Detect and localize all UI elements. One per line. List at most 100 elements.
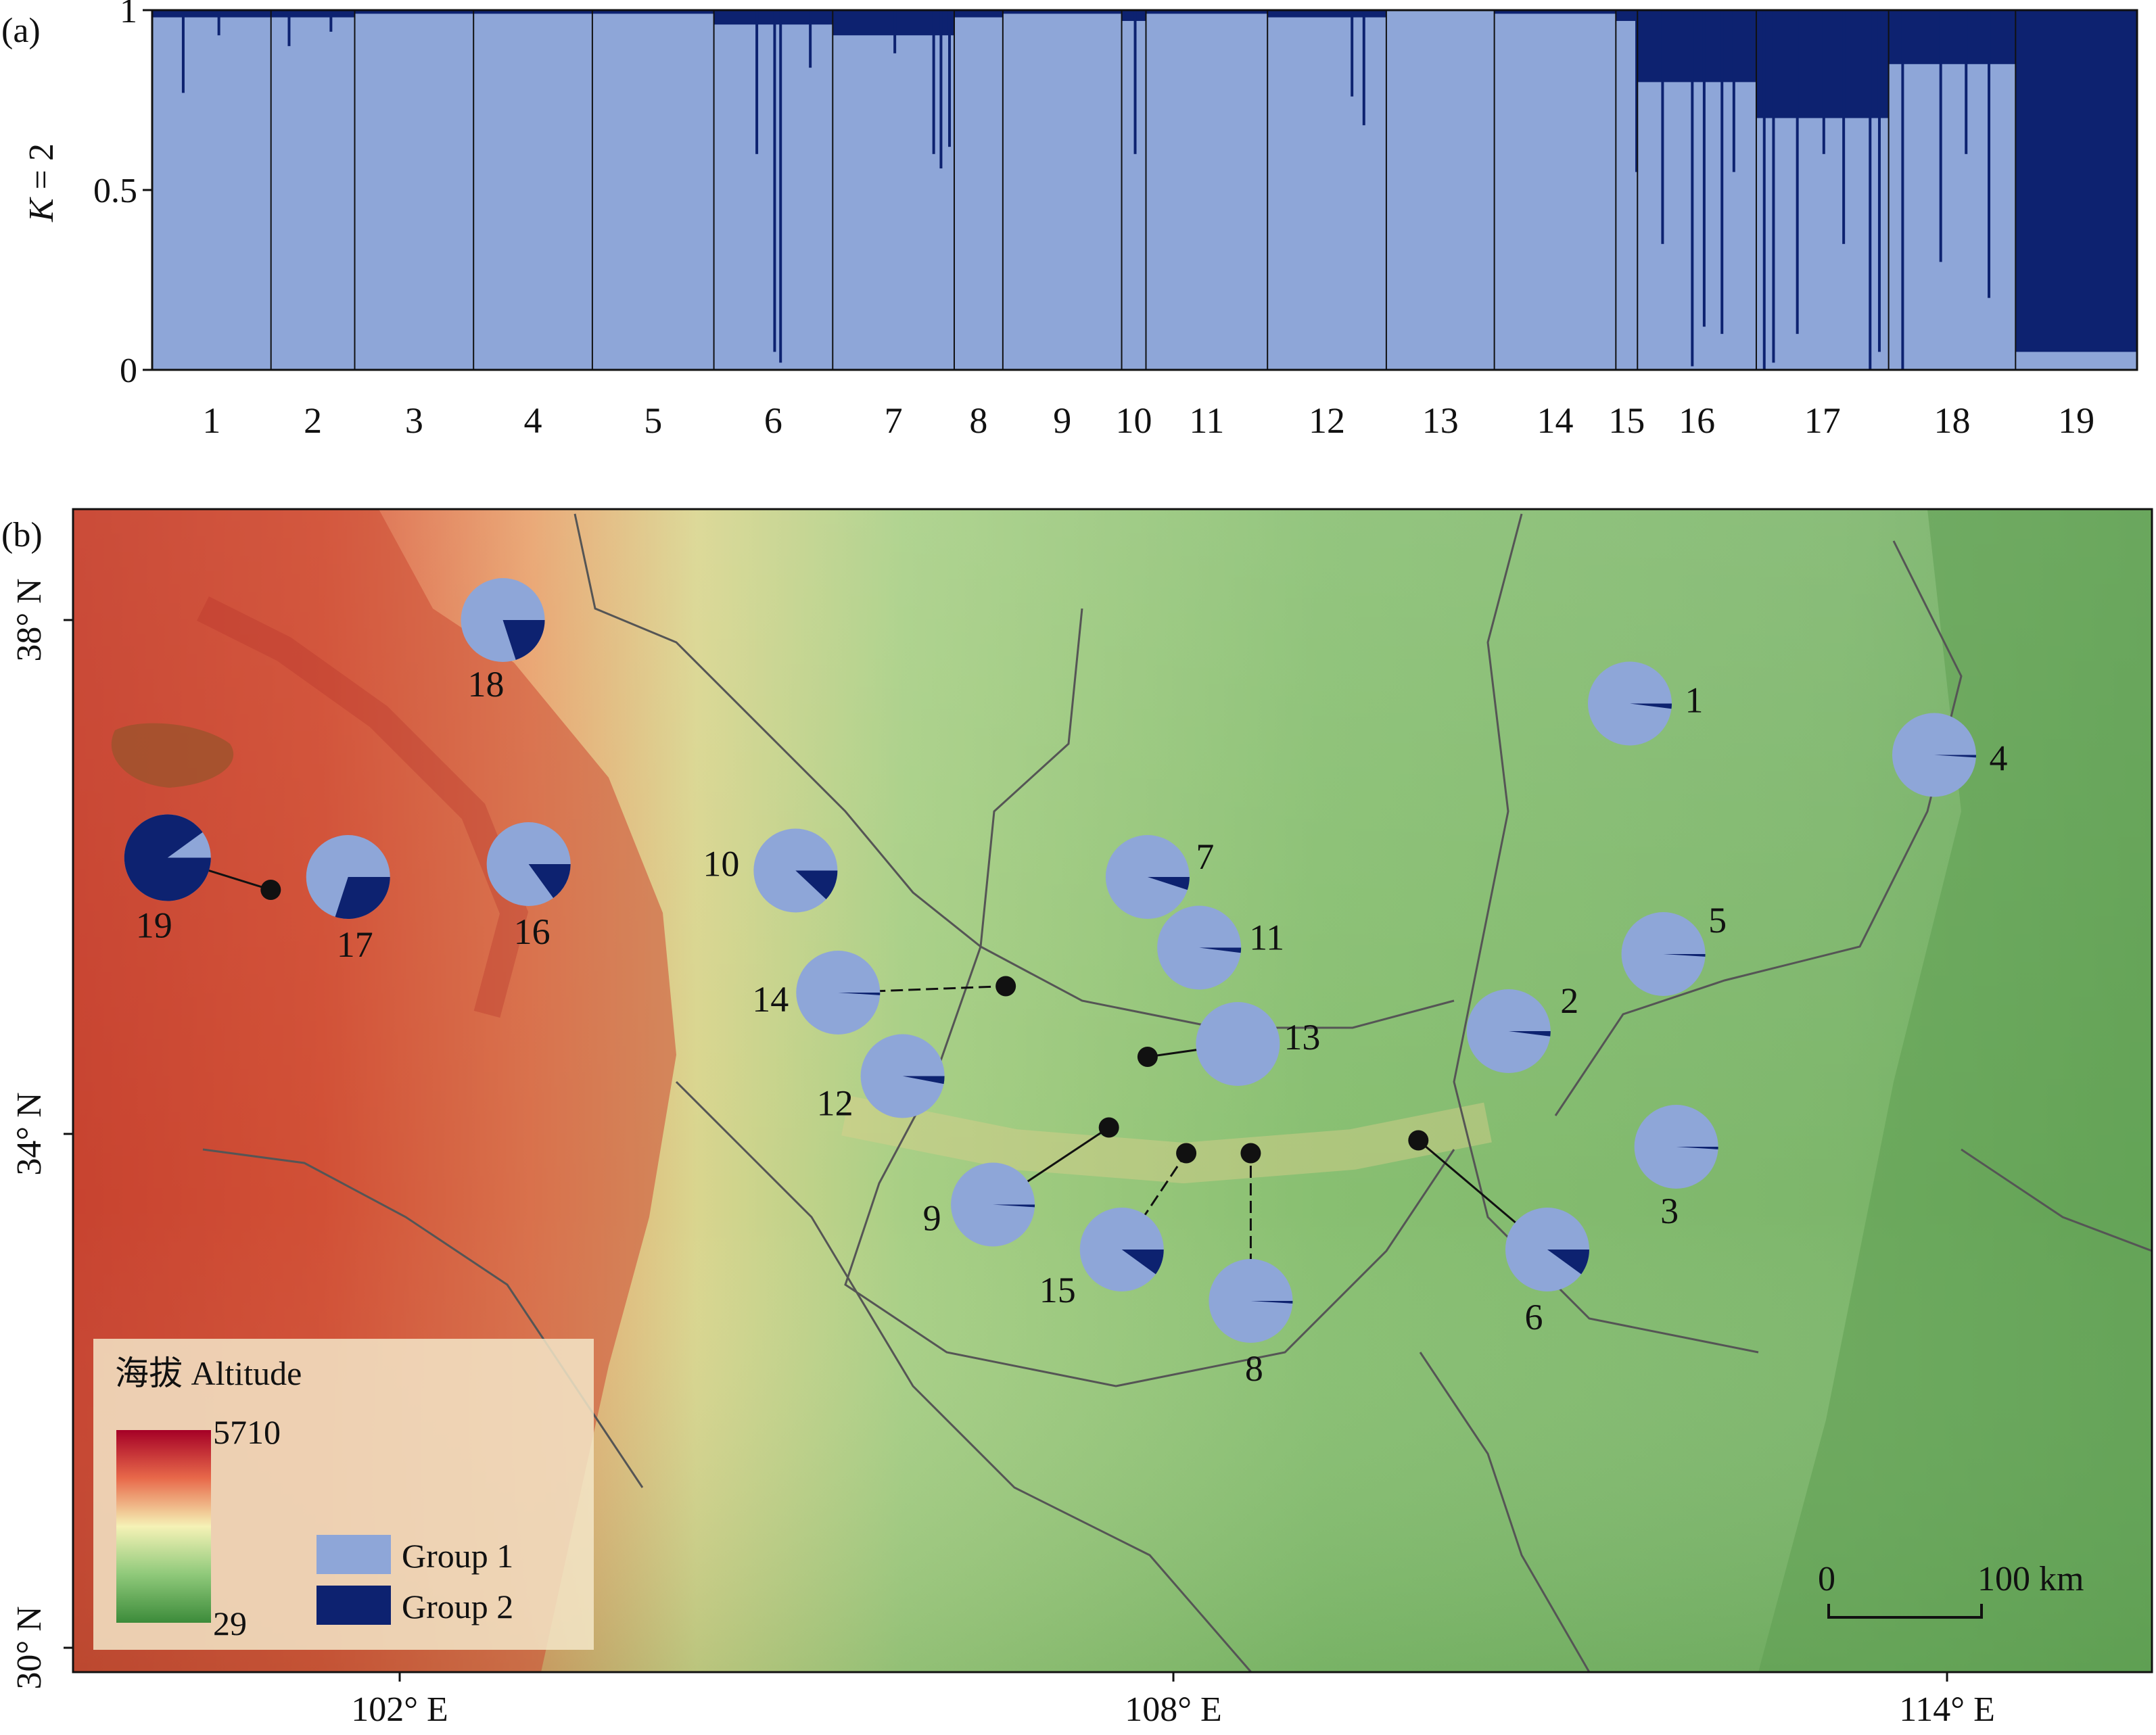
bar-spike-17-21 bbox=[1763, 10, 1766, 370]
y-tick-label: 0.5 bbox=[93, 172, 137, 210]
legend-group1-label: Group 1 bbox=[402, 1537, 513, 1575]
bar-spike-17-22 bbox=[1772, 10, 1775, 362]
population-label-10: 10 bbox=[1116, 400, 1152, 441]
y-axis-ticks: 00.51 bbox=[93, 0, 152, 390]
pie-label-1: 1 bbox=[1685, 680, 1703, 721]
pie-group1-slice bbox=[1196, 1002, 1280, 1086]
panel-a-label: (a) bbox=[1, 11, 41, 50]
bar-spike-6-6 bbox=[779, 10, 782, 362]
bar-spike-7-10 bbox=[939, 10, 942, 168]
population-label-15: 15 bbox=[1608, 400, 1645, 441]
bar-group2-pop-2 bbox=[271, 10, 355, 18]
bar-spike-2-3 bbox=[329, 10, 332, 32]
bar-spike-18-28 bbox=[1901, 10, 1904, 370]
bar-spike-7-8 bbox=[893, 10, 896, 53]
bar-group2-pop-18 bbox=[1889, 10, 2016, 64]
bar-spike-16-17 bbox=[1691, 10, 1693, 366]
bar-spike-7-11 bbox=[948, 10, 951, 147]
lat-tick-label: 34° N bbox=[10, 1092, 49, 1175]
altitude-colorbar bbox=[116, 1430, 211, 1623]
population-label-13: 13 bbox=[1422, 400, 1459, 441]
pie-label-19: 19 bbox=[136, 905, 172, 946]
bar-group2-pop-8 bbox=[954, 10, 1003, 18]
site-dot-6 bbox=[1408, 1131, 1428, 1151]
population-label-18: 18 bbox=[1934, 400, 1970, 441]
pie-label-17: 17 bbox=[337, 924, 373, 965]
population-labels: 1 2 3 4 5 6 7 8 9 10 11 12 13 14 15 16 17 18 19 bbox=[202, 400, 2094, 441]
bar-group2-pop-16 bbox=[1637, 10, 1756, 82]
site-dot-13 bbox=[1138, 1047, 1158, 1067]
lat-tick-label: 30° N bbox=[10, 1606, 49, 1689]
population-label-8: 8 bbox=[969, 400, 987, 441]
population-label-2: 2 bbox=[304, 400, 322, 441]
bar-spike-1-1 bbox=[218, 10, 220, 35]
y-tick-label: 0 bbox=[120, 352, 137, 390]
pie-label-3: 3 bbox=[1660, 1191, 1679, 1231]
legend: 海拔 Altitude 5710 29 Group 1 Group 2 bbox=[93, 1339, 594, 1650]
lat-tick-label: 38° N bbox=[10, 578, 49, 661]
pie-label-11: 11 bbox=[1249, 918, 1284, 958]
population-label-16: 16 bbox=[1679, 400, 1715, 441]
bar-spike-16-20 bbox=[1733, 10, 1735, 172]
population-label-17: 17 bbox=[1804, 400, 1841, 441]
site-dot-9 bbox=[1099, 1118, 1119, 1138]
y-axis-label: K = 2 bbox=[22, 143, 61, 222]
pie-group2-slice bbox=[124, 815, 211, 901]
pie-label-2: 2 bbox=[1560, 980, 1578, 1021]
bar-spike-17-27 bbox=[1878, 10, 1881, 352]
bar-spike-1-0 bbox=[182, 10, 185, 93]
bar-spike-6-7 bbox=[809, 10, 812, 68]
population-label-11: 11 bbox=[1189, 400, 1224, 441]
scale-bar-end-label: 100 km bbox=[1977, 1560, 2084, 1598]
bar-spike-12-13 bbox=[1351, 10, 1353, 97]
bar-group2-pop-19 bbox=[2015, 10, 2137, 352]
bar-spike-2-2 bbox=[287, 10, 290, 46]
bar-spike-17-23 bbox=[1796, 10, 1799, 334]
population-label-1: 1 bbox=[202, 400, 220, 441]
pie-label-15: 15 bbox=[1039, 1270, 1076, 1310]
bar-spike-6-4 bbox=[755, 10, 758, 154]
altitude-max-label: 5710 bbox=[213, 1413, 281, 1451]
bar-group2-pop-15 bbox=[1616, 10, 1637, 21]
population-label-4: 4 bbox=[524, 400, 542, 441]
bar-spike-6-5 bbox=[773, 10, 776, 352]
population-label-14: 14 bbox=[1537, 400, 1573, 441]
legend-title: 海拔 Altitude bbox=[115, 1354, 302, 1392]
legend-group2-label: Group 2 bbox=[402, 1588, 513, 1625]
y-tick-label: 1 bbox=[120, 0, 137, 30]
admixture-bars bbox=[152, 10, 2137, 370]
lon-tick-label: 102° E bbox=[351, 1690, 448, 1729]
pie-label-5: 5 bbox=[1708, 900, 1727, 941]
pie-label-14: 14 bbox=[752, 979, 789, 1020]
population-label-7: 7 bbox=[885, 400, 903, 441]
pie-label-7: 7 bbox=[1196, 836, 1214, 877]
lon-tick-label: 108° E bbox=[1125, 1690, 1222, 1729]
altitude-min-label: 29 bbox=[213, 1605, 247, 1642]
legend-group1-swatch bbox=[317, 1535, 391, 1574]
pie-label-6: 6 bbox=[1524, 1297, 1543, 1337]
bar-spike-10-12 bbox=[1134, 10, 1137, 154]
bar-group2-pop-12 bbox=[1267, 10, 1386, 18]
bar-spike-18-30 bbox=[1965, 10, 1967, 154]
bar-spike-16-16 bbox=[1661, 10, 1664, 244]
scale-bar-start-label: 0 bbox=[1818, 1560, 1835, 1598]
site-dot-8 bbox=[1240, 1143, 1261, 1164]
population-label-5: 5 bbox=[644, 400, 662, 441]
population-label-6: 6 bbox=[764, 400, 782, 441]
bar-spike-17-26 bbox=[1869, 10, 1871, 370]
bar-spike-18-31 bbox=[1988, 10, 1990, 298]
pie-label-18: 18 bbox=[468, 664, 505, 705]
bar-group2-pop-1 bbox=[152, 10, 271, 18]
bar-spike-17-24 bbox=[1823, 10, 1825, 154]
site-dot-14 bbox=[995, 976, 1016, 997]
population-label-19: 19 bbox=[2058, 400, 2094, 441]
population-label-3: 3 bbox=[405, 400, 423, 441]
bar-spike-12-14 bbox=[1363, 10, 1365, 125]
population-label-9: 9 bbox=[1053, 400, 1071, 441]
bar-spike-7-9 bbox=[933, 10, 935, 154]
legend-group2-swatch bbox=[317, 1586, 391, 1625]
bar-spike-16-18 bbox=[1703, 10, 1706, 327]
lon-tick-label: 114° E bbox=[1899, 1690, 1995, 1729]
